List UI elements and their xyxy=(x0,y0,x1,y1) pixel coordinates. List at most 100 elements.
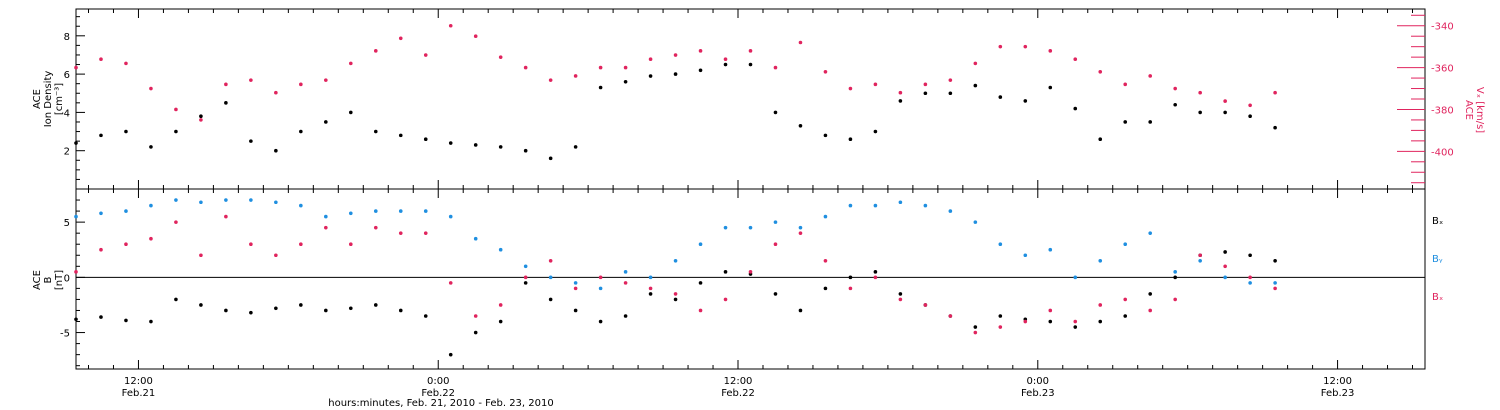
panel2-frame xyxy=(75,188,1426,370)
bx-point xyxy=(723,270,728,274)
by-point xyxy=(99,211,103,216)
legend-bx: Bₓ xyxy=(1432,216,1443,227)
by-point xyxy=(573,281,578,285)
x-tick-label-date: Feb.23 xyxy=(1021,388,1055,399)
by-point xyxy=(723,225,728,230)
vx-point xyxy=(124,61,128,66)
bx-point xyxy=(698,281,703,285)
vx-point xyxy=(373,49,378,53)
bx-point xyxy=(823,286,828,291)
vx-point xyxy=(398,36,403,41)
vx-point xyxy=(1248,103,1252,108)
vx-point xyxy=(1148,74,1153,78)
panel1-ytick-label: 8 xyxy=(64,32,70,43)
ion-density-point xyxy=(1198,110,1202,115)
vx-point xyxy=(798,40,803,45)
bz-point xyxy=(598,275,603,280)
vx-point xyxy=(1198,90,1202,95)
vx-point xyxy=(174,107,178,112)
by-point xyxy=(698,242,703,247)
bz-point xyxy=(1198,253,1202,258)
by-point xyxy=(1173,270,1177,274)
panel2-ytick-label: 5 xyxy=(64,218,70,229)
by-point xyxy=(274,200,278,205)
vx-point xyxy=(698,49,703,53)
by-point xyxy=(673,258,678,263)
bx-point xyxy=(598,319,603,324)
bx-point xyxy=(873,270,878,274)
panel1-frame xyxy=(75,8,1426,190)
ion-density-point xyxy=(548,156,553,161)
panel1-right-ticks xyxy=(1397,14,1425,184)
ion-density-point xyxy=(773,110,778,115)
bz-point xyxy=(673,292,678,296)
bx-point xyxy=(623,314,628,318)
panel1-right-ytick-label: -400 xyxy=(1431,147,1454,158)
ion-density-point xyxy=(473,143,478,147)
vx-point xyxy=(573,74,578,78)
bz-point xyxy=(898,297,903,302)
bx-point xyxy=(973,325,978,329)
bx-point xyxy=(423,314,428,318)
bx-point xyxy=(174,297,178,302)
ion-density-point xyxy=(174,129,178,134)
bx-point xyxy=(1148,292,1153,296)
x-tick-label-date: Feb.22 xyxy=(421,388,455,399)
bz-point xyxy=(373,225,378,230)
vx-point xyxy=(1273,90,1277,95)
bx-point xyxy=(398,308,403,313)
vx-point xyxy=(898,90,903,95)
ion-density-point xyxy=(923,91,928,96)
ion-density-point xyxy=(224,101,228,105)
bz-point xyxy=(473,314,478,318)
by-point xyxy=(923,203,928,208)
bx-point xyxy=(1098,319,1103,324)
panel1-ytick-label: 6 xyxy=(64,70,70,81)
vx-point xyxy=(348,61,353,66)
bx-point xyxy=(1223,250,1227,254)
bz-point xyxy=(1023,319,1028,324)
bx-point xyxy=(523,281,528,285)
vx-point xyxy=(299,82,303,87)
x-tick-label-date: Feb.23 xyxy=(1321,388,1355,399)
panel1-right-ytick-labels: -340 -360 -380 -400 xyxy=(1431,22,1454,159)
ion-density-point xyxy=(373,129,378,134)
vx-point xyxy=(823,69,828,74)
bz-point xyxy=(623,281,628,285)
by-point xyxy=(523,264,528,269)
by-point xyxy=(174,198,178,202)
bx-point xyxy=(74,317,78,322)
panel2-ytick-label: 0 xyxy=(64,273,70,284)
bx-point xyxy=(1073,325,1078,329)
vx-point xyxy=(199,118,203,122)
vx-point xyxy=(848,86,853,91)
by-point xyxy=(823,214,828,219)
vx-point xyxy=(324,78,328,82)
panel1-ylabel-line1: ACE xyxy=(32,89,43,109)
by-point xyxy=(149,203,153,208)
ion-density-point xyxy=(324,120,328,124)
by-point xyxy=(473,236,478,241)
ion-density-point xyxy=(99,133,103,138)
vx-point xyxy=(498,55,503,59)
panel1-right-ylabel-line1: ACE xyxy=(1463,100,1474,120)
bx-point xyxy=(249,310,253,315)
bz-point xyxy=(548,258,553,263)
by-point xyxy=(74,214,78,219)
bz-point xyxy=(773,242,778,247)
bz-point xyxy=(1273,286,1277,291)
vx-point xyxy=(1098,69,1103,74)
bz-point xyxy=(398,231,403,235)
x-axis-title: hours:minutes, Feb. 21, 2010 - Feb. 23, … xyxy=(328,398,553,409)
ion-density-point xyxy=(573,145,578,149)
ion-density-point xyxy=(498,145,503,149)
bx-point xyxy=(648,292,653,296)
by-point xyxy=(1098,258,1103,263)
ion-density-point xyxy=(723,62,728,67)
x-axis-tick-labels: 12:00Feb.210:00Feb.2212:00Feb.220:00Feb.… xyxy=(122,376,1355,399)
vx-point xyxy=(648,57,653,62)
vx-point xyxy=(149,86,153,91)
ion-density-point xyxy=(249,139,253,143)
ion-density-point xyxy=(423,137,428,142)
